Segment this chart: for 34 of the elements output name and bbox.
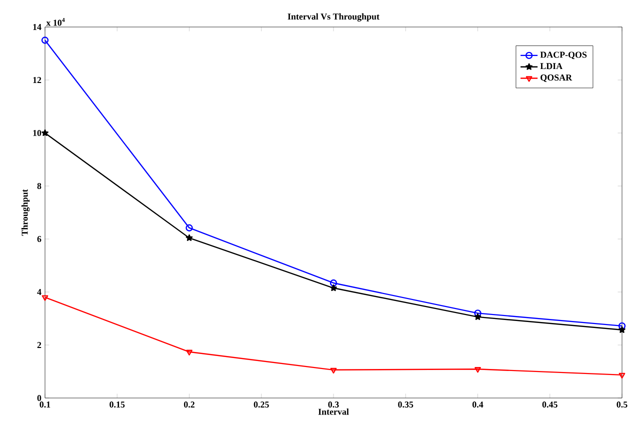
point [42,129,48,136]
x-tick-label: 0.15 [110,402,125,408]
y-axis-title: Throughput [21,189,30,236]
x-axis-title: Interval [318,408,349,415]
legend-label: QOSAR [540,74,572,82]
x-tick-label: 0.5 [616,402,628,408]
point [474,367,481,373]
x-tick-label: 0.25 [254,402,269,408]
x-tick-label: 0.1 [40,402,50,408]
chart-title: Interval Vs Throughput [288,13,380,22]
legend-label: LDIA [540,63,562,70]
point [186,350,192,356]
y-tick-label: 14 [33,24,42,30]
legend-label: DACP-QOS [540,52,587,60]
y-tick-label: 0 [37,394,42,402]
x-tick-label: 0.3 [328,402,339,408]
y-tick-label: 8 [37,182,42,190]
x-tick-label: 0.2 [184,402,194,408]
point [186,234,193,241]
point [474,313,482,320]
x-tick-label: 0.45 [542,402,558,408]
y-tick-label: 12 [33,77,42,83]
x-tick-label: 0.35 [398,402,414,408]
y-tick-label: 2 [37,342,42,348]
point [330,279,338,287]
point [330,368,337,374]
point [330,284,337,292]
point [186,224,193,232]
y-tick-label: 10 [33,130,42,136]
text: x 10$^{4}$ [46,18,65,26]
point [618,326,626,333]
x-tick-label: 0.4 [472,402,484,408]
y-tick-label: 6 [37,236,42,242]
y-tick-label: 4 [37,289,42,295]
